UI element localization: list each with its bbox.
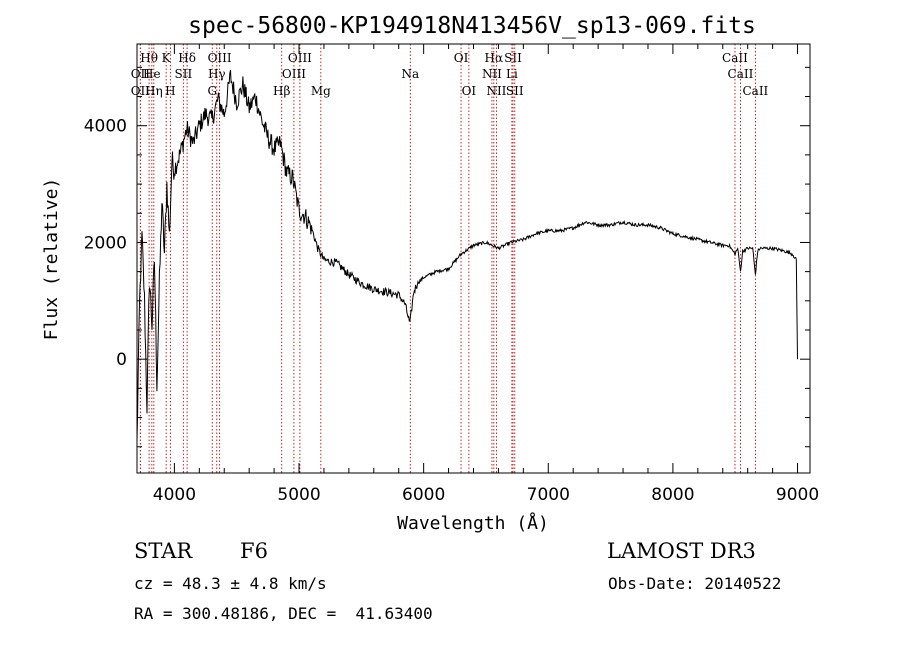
coords-text: RA = 300.48186, DEC = 41.63400 [134,604,433,623]
line-label-4: Hη [145,84,163,98]
flux-series [136,69,798,440]
axis-ticks: 4000 5000 6000 7000 8000 9000 0 2000 4000 [84,44,819,505]
line-label-6: SII [175,67,193,81]
line-label-7: H [165,84,175,98]
line-label-3: He [143,67,161,81]
line-label-13: OIII [282,67,306,81]
chart-title: spec-56800-KP194918N413456V_sp13-069.fit… [188,13,756,39]
line-label-12: OIII [288,51,312,65]
line-label-18: OI [462,84,477,98]
object-subclass: F6 [240,539,268,563]
line-label-11: G [207,84,217,98]
y-tick-label-0: 0 [116,350,127,370]
line-label-14: Hβ [273,84,290,98]
line-label-23: Li [506,67,518,81]
plot-frame [136,43,811,474]
x-tick-label-5: 9000 [776,485,819,505]
line-label-22: SII [504,51,522,65]
x-tick-label-4: 8000 [651,485,694,505]
x-tick-label-0: 4000 [153,485,196,505]
x-axis-label: Wavelength (Å) [397,512,549,534]
line-label-0: Hθ [140,51,158,65]
line-label-9: OIII [208,51,232,65]
y-tick-label-2: 4000 [84,117,127,137]
y-axis-label: Flux (relative) [41,178,62,341]
object-class: STAR [134,539,193,563]
line-label-24: SII [506,84,524,98]
x-tick-label-2: 6000 [402,485,445,505]
x-tick-label-1: 5000 [277,485,320,505]
line-label-20: NII [482,67,502,81]
obs-date-text: Obs-Date: 20140522 [608,574,782,593]
line-label-26: CaII [728,67,754,81]
line-label-25: CaII [722,51,748,65]
line-label-17: OI [454,51,469,65]
line-label-15: Mg [311,84,331,98]
y-tick-label-1: 2000 [84,233,127,253]
redshift-text: cz = 48.3 ± 4.8 km/s [134,574,327,593]
line-label-21: NII [486,84,506,98]
flux-line [136,69,798,440]
line-label-27: CaII [742,84,768,98]
survey-name: LAMOST DR3 [607,539,756,563]
x-tick-label-3: 7000 [527,485,570,505]
line-label-5: K [162,51,172,65]
line-label-16: Na [401,67,419,81]
line-label-10: Hγ [208,67,226,81]
line-label-1: OII [131,67,151,81]
line-label-19: Hα [485,51,504,65]
line-label-2: OII [131,84,151,98]
line-label-8: Hδ [178,51,196,65]
